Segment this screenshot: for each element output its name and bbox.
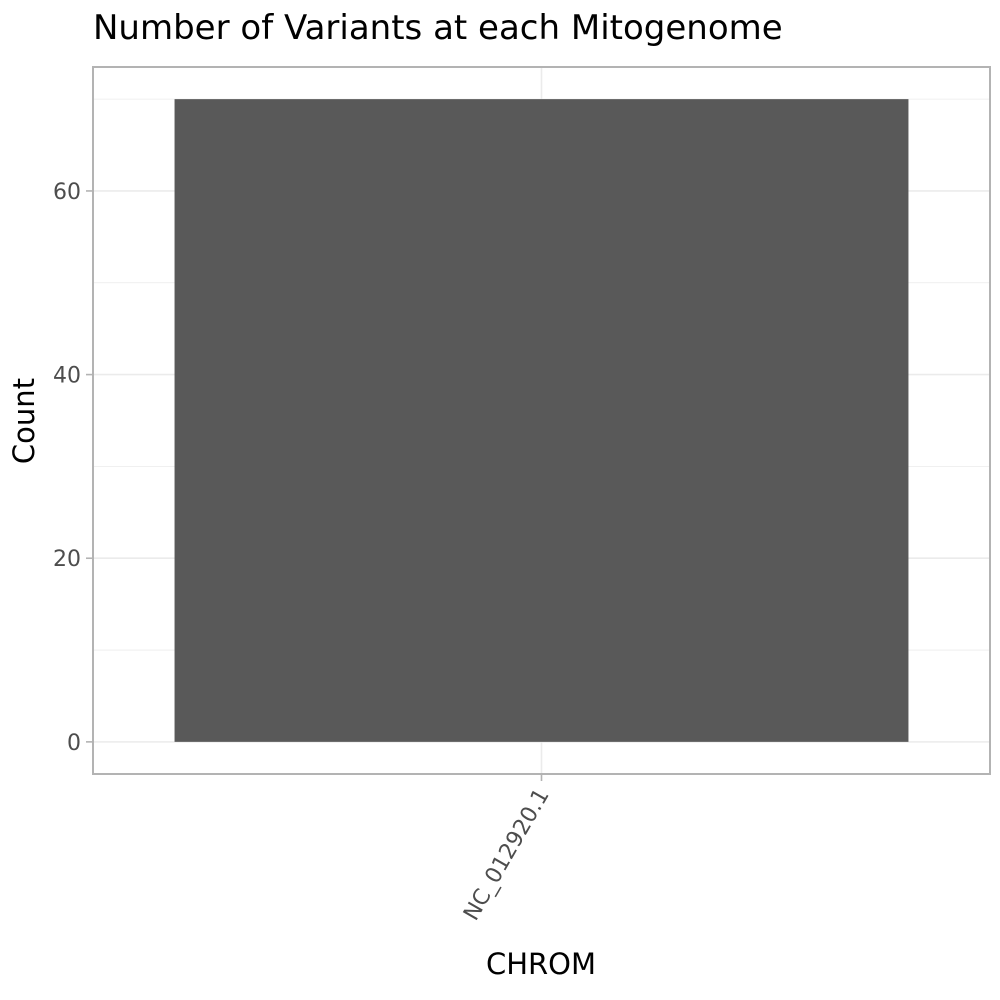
y-tick-label: 40 (53, 364, 81, 389)
x-tick-label: NC_012920.1 (459, 785, 555, 925)
x-axis-title: CHROM (486, 947, 596, 981)
bars (174, 99, 909, 742)
y-axis-title: Count (7, 378, 41, 464)
chart-title: Number of Variants at each Mitogenome (93, 8, 783, 48)
y-tick-label: 20 (53, 547, 81, 572)
bar (174, 99, 909, 742)
y-tick-label: 0 (67, 731, 81, 756)
y-tick-label: 60 (53, 180, 81, 205)
